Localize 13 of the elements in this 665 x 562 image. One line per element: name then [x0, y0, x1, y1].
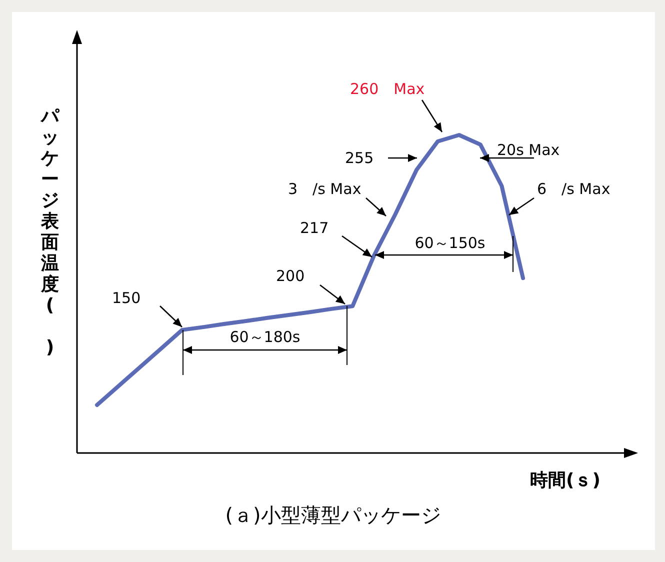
annotation: 150	[112, 289, 141, 307]
annotation: 60～150s	[414, 234, 486, 252]
annotation: 3 /s Max	[288, 180, 362, 198]
annotation: 217	[300, 219, 329, 237]
annotation: 200	[276, 267, 305, 285]
text: 6 /s Max	[537, 180, 610, 198]
text: 260 Max	[350, 80, 425, 98]
annotation: 60～180s	[230, 328, 300, 346]
x-axis-title: 時間(ｓ)	[530, 470, 600, 491]
text: パッケージ表面温度( )	[41, 106, 59, 358]
text: (ａ)小型薄型パッケージ	[225, 503, 441, 527]
annotation: 20s Max	[497, 141, 560, 159]
annotation: 255	[345, 149, 374, 167]
